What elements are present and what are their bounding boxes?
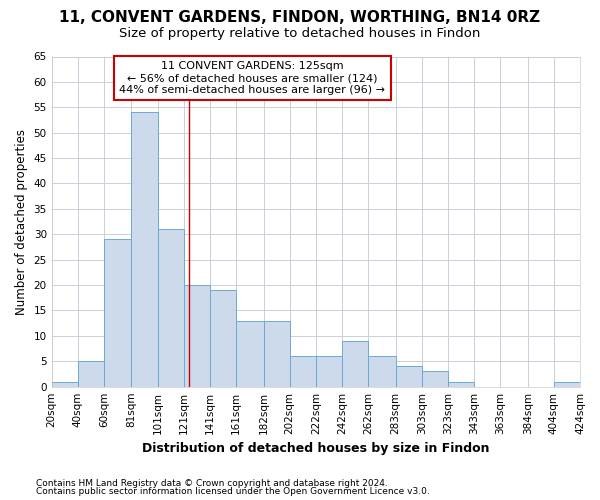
Text: 11 CONVENT GARDENS: 125sqm
← 56% of detached houses are smaller (124)
44% of sem: 11 CONVENT GARDENS: 125sqm ← 56% of deta… bbox=[119, 62, 385, 94]
Bar bbox=[554, 382, 580, 386]
Bar bbox=[422, 372, 448, 386]
Y-axis label: Number of detached properties: Number of detached properties bbox=[15, 128, 28, 314]
Bar bbox=[236, 320, 263, 386]
Bar bbox=[368, 356, 395, 386]
Bar bbox=[448, 382, 474, 386]
Bar bbox=[158, 229, 184, 386]
Text: Size of property relative to detached houses in Findon: Size of property relative to detached ho… bbox=[119, 28, 481, 40]
Text: 11, CONVENT GARDENS, FINDON, WORTHING, BN14 0RZ: 11, CONVENT GARDENS, FINDON, WORTHING, B… bbox=[59, 10, 541, 25]
Bar bbox=[395, 366, 422, 386]
Text: Contains HM Land Registry data © Crown copyright and database right 2024.: Contains HM Land Registry data © Crown c… bbox=[36, 478, 388, 488]
Bar bbox=[52, 382, 78, 386]
Bar bbox=[131, 112, 158, 386]
Bar bbox=[104, 240, 131, 386]
Bar bbox=[263, 320, 290, 386]
Bar bbox=[290, 356, 316, 386]
X-axis label: Distribution of detached houses by size in Findon: Distribution of detached houses by size … bbox=[142, 442, 490, 455]
Bar bbox=[342, 341, 368, 386]
Bar bbox=[316, 356, 342, 386]
Bar bbox=[78, 362, 104, 386]
Bar bbox=[184, 285, 210, 386]
Bar bbox=[210, 290, 236, 386]
Text: Contains public sector information licensed under the Open Government Licence v3: Contains public sector information licen… bbox=[36, 487, 430, 496]
